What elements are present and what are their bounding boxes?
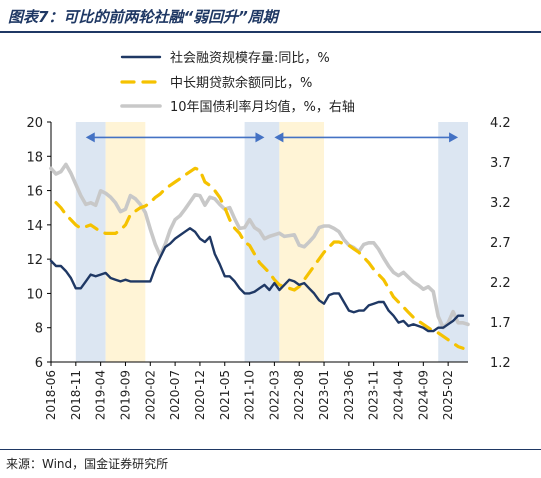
chart-svg: 6 8 10 12 14 16 18 20 1.2 1.7 2.2 2.7 3.2 3.7 4.2 2018-… [26,50,510,420]
right-tick-label-1: 1.7 [490,316,511,331]
left-tick-label-0: 6 [35,356,43,371]
series-line-2 [49,162,470,330]
x-tick-label-3: 2019-09 [118,370,132,420]
x-tick-label-16: 2025-02 [441,370,455,420]
arrow-head-right-0 [255,132,265,143]
x-tick-label-15: 2024-09 [416,370,430,420]
legend-label-1: 中长期贷款余额同比，% [170,75,312,91]
right-tick-label-5: 3.7 [490,156,511,171]
x-tick-label-0: 2018-06 [44,370,58,420]
arrow-head-right-1 [449,132,459,143]
shaded-periods [75,122,468,362]
figure-title: 图表7：可比的前两轮社融“弱回升”周期 [8,8,278,26]
right-tick-label-2: 2.2 [490,276,511,291]
axes: 6 8 10 12 14 16 18 20 1.2 1.7 2.2 2.7 3.2 3.7 4.2 2018-… [26,116,510,420]
arrow-head-left-0 [85,132,95,143]
x-tick-label-5: 2020-07 [168,370,182,420]
arrow-head-left-1 [274,132,284,143]
legend-label-0: 社会融资规模存量:同比，% [170,50,330,66]
period-arrows [85,132,459,143]
x-tick-label-14: 2024-04 [392,370,406,420]
left-tick-label-4: 14 [26,219,43,234]
title-rule [0,31,541,33]
x-tick-label-2: 2019-04 [94,370,108,420]
series-line-0 [49,227,465,333]
x-tick-label-6: 2020-12 [193,370,207,420]
left-tick-label-5: 16 [26,185,43,200]
shaded-period-1 [105,122,146,362]
left-tick-label-6: 18 [26,150,43,165]
shaded-period-0 [75,122,106,362]
legend-label-2: 10年国债利率月均值，%，右轴 [170,99,355,115]
x-tick-label-13: 2023-11 [367,370,381,420]
left-tick-label-2: 10 [26,287,43,302]
shaded-period-3 [279,122,325,362]
right-tick-label-3: 2.7 [490,236,511,251]
x-tick-label-11: 2023-01 [317,370,331,420]
right-tick-label-0: 1.2 [490,356,511,371]
x-tick-label-10: 2022-08 [292,370,306,420]
x-tick-label-12: 2023-06 [342,370,356,420]
series-lines [49,162,470,350]
left-tick-label-1: 8 [35,322,43,337]
legend: 社会融资规模存量:同比，% 中长期贷款余额同比，% 10年国债利率月均值，%，右轴 [120,50,355,115]
shaded-period-2 [244,122,280,362]
right-tick-label-6: 4.2 [490,116,511,131]
series-line-1 [54,166,465,350]
left-tick-label-3: 12 [26,253,43,268]
source-note: 来源：Wind，国金证券研究所 [6,457,169,471]
x-tick-label-1: 2018-11 [69,370,83,420]
x-tick-label-9: 2022-03 [267,370,281,420]
bottom-rule [0,449,541,450]
x-tick-label-8: 2021-10 [243,370,257,420]
left-tick-label-7: 20 [26,116,43,131]
x-tick-label-4: 2020-02 [143,370,157,420]
right-tick-label-4: 3.2 [490,196,511,211]
x-tick-label-7: 2021-05 [218,370,232,420]
